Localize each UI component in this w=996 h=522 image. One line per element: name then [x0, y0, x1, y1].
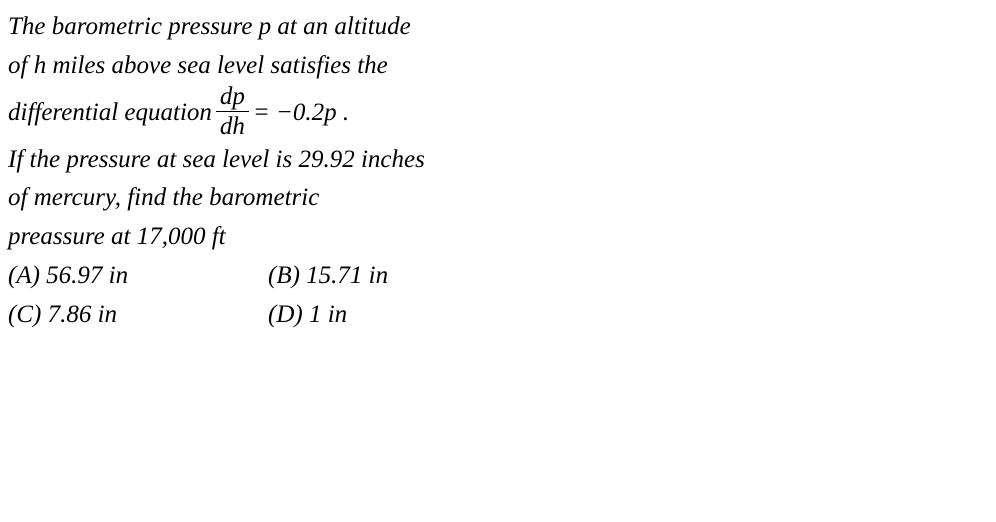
answer-options: (A) 56.97 in (B) 15.71 in (C) 7.86 in (D… [8, 257, 988, 335]
problem-line-3: differential equation dp dh = −0.2p . [8, 86, 988, 141]
answer-option-d: (D) 1 in [268, 296, 347, 335]
problem-line-5: of mercury, find the barometric [8, 179, 988, 218]
problem-line-2: of h miles above sea level satisfies the [8, 47, 988, 86]
problem-line-4: If the pressure at sea level is 29.92 in… [8, 141, 988, 180]
fraction-numerator: dp [216, 84, 249, 112]
answer-option-b: (B) 15.71 in [268, 257, 388, 296]
answer-option-a: (A) 56.97 in [8, 257, 268, 296]
problem-line-6: preassure at 17,000 ft [8, 218, 988, 257]
problem-line-1: The barometric pressure p at an altitude [8, 8, 988, 47]
fraction-denominator: dh [216, 112, 249, 139]
line3-suffix: = −0.2p . [253, 94, 349, 133]
line3-prefix: differential equation [8, 94, 212, 133]
answer-option-c: (C) 7.86 in [8, 296, 268, 335]
fraction-dp-dh: dp dh [216, 84, 249, 139]
